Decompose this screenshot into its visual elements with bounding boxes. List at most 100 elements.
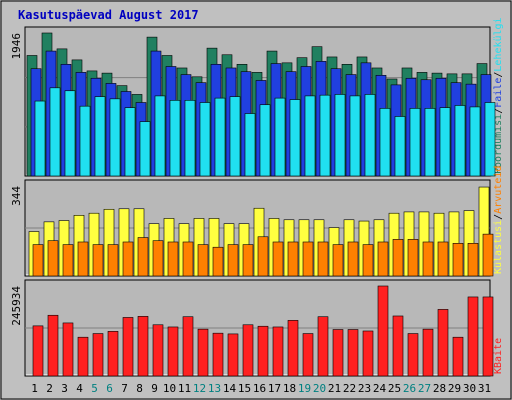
bar (392, 239, 404, 277)
day-label: 9 (151, 382, 158, 395)
bar (424, 108, 436, 177)
bar (169, 100, 181, 177)
day-label: 1 (31, 382, 38, 395)
day-label: 25 (388, 382, 401, 395)
bar (122, 241, 134, 277)
bar (422, 328, 434, 377)
bar (184, 100, 196, 177)
bar (77, 241, 89, 277)
bar (482, 296, 494, 377)
bar (242, 324, 254, 377)
bar (77, 336, 89, 377)
bar (362, 244, 374, 277)
bar (302, 333, 314, 377)
bar (289, 99, 301, 177)
legend-entry: / (493, 214, 504, 220)
x-axis-labels: 1 2 3 4 5 6 7 8 9 10 11 12 13 14 15 16 17 18 19 20 21 22 23 24 2… (31, 382, 491, 395)
day-label: 3 (61, 382, 68, 395)
bar (197, 328, 209, 377)
bar (484, 102, 496, 177)
bar (154, 95, 166, 177)
bar (32, 325, 44, 377)
legend-entry: / (493, 72, 504, 78)
bar (394, 116, 406, 177)
day-label: 6 (106, 382, 113, 395)
panel-legend: KBaite (493, 338, 504, 374)
day-label: 4 (76, 382, 83, 395)
bar (64, 90, 76, 177)
panel-legend: Külastusi/Arvuteid (493, 166, 504, 274)
bar (362, 330, 374, 377)
bar (79, 105, 91, 177)
bar (332, 329, 344, 377)
bar (244, 113, 256, 177)
bar (212, 246, 224, 277)
day-label: 21 (328, 382, 341, 395)
bar (287, 320, 299, 377)
bar (272, 326, 284, 377)
legend-entry: Faile (493, 78, 504, 108)
day-label: 8 (136, 382, 143, 395)
bar (32, 244, 44, 277)
day-label: 24 (373, 382, 387, 395)
bar (467, 296, 479, 377)
legend-entry: Külastusi (493, 220, 504, 274)
bar (257, 236, 269, 277)
bar (62, 322, 74, 377)
bar (364, 94, 376, 177)
day-label: 31 (478, 382, 491, 395)
bar (469, 106, 481, 177)
legend-entry: Lehekülgi (493, 17, 504, 71)
bar (377, 241, 389, 277)
bar (229, 96, 241, 177)
bar (167, 241, 179, 277)
bar (139, 121, 151, 177)
bar (167, 326, 179, 377)
day-label: 30 (463, 382, 476, 395)
bar (137, 316, 149, 377)
series-2 (32, 233, 494, 277)
bar (257, 325, 269, 377)
panel-2: 344 Külastusi/Arvuteid (10, 166, 504, 277)
bar (109, 98, 121, 177)
bar (437, 241, 449, 277)
day-label: 10 (163, 382, 176, 395)
day-label: 27 (418, 382, 431, 395)
bar (92, 244, 104, 277)
bar (347, 241, 359, 277)
ymax-label: 344 (10, 186, 23, 206)
bar (452, 336, 464, 377)
bar (407, 239, 419, 277)
bar (379, 108, 391, 177)
day-label: 29 (448, 382, 461, 395)
bar (197, 244, 209, 277)
day-label: 20 (313, 382, 326, 395)
day-label: 22 (343, 382, 356, 395)
day-label: 5 (91, 382, 98, 395)
day-label: 7 (121, 382, 128, 395)
panel-3: 245934 KBaite (10, 279, 504, 377)
day-label: 11 (178, 382, 191, 395)
bar (467, 242, 479, 277)
bar (152, 240, 164, 277)
bar (304, 95, 316, 177)
bar (452, 242, 464, 277)
bar (274, 97, 286, 177)
day-label: 19 (298, 382, 311, 395)
bar (122, 317, 134, 377)
day-label: 15 (238, 382, 251, 395)
legend-entry: Arvuteid (493, 166, 504, 214)
bar (272, 241, 284, 277)
bar (437, 309, 449, 377)
day-label: 14 (223, 382, 237, 395)
day-label: 23 (358, 382, 371, 395)
bar (227, 333, 239, 377)
bar (332, 244, 344, 277)
bar (107, 244, 119, 277)
bar (152, 324, 164, 377)
bar (34, 100, 46, 177)
